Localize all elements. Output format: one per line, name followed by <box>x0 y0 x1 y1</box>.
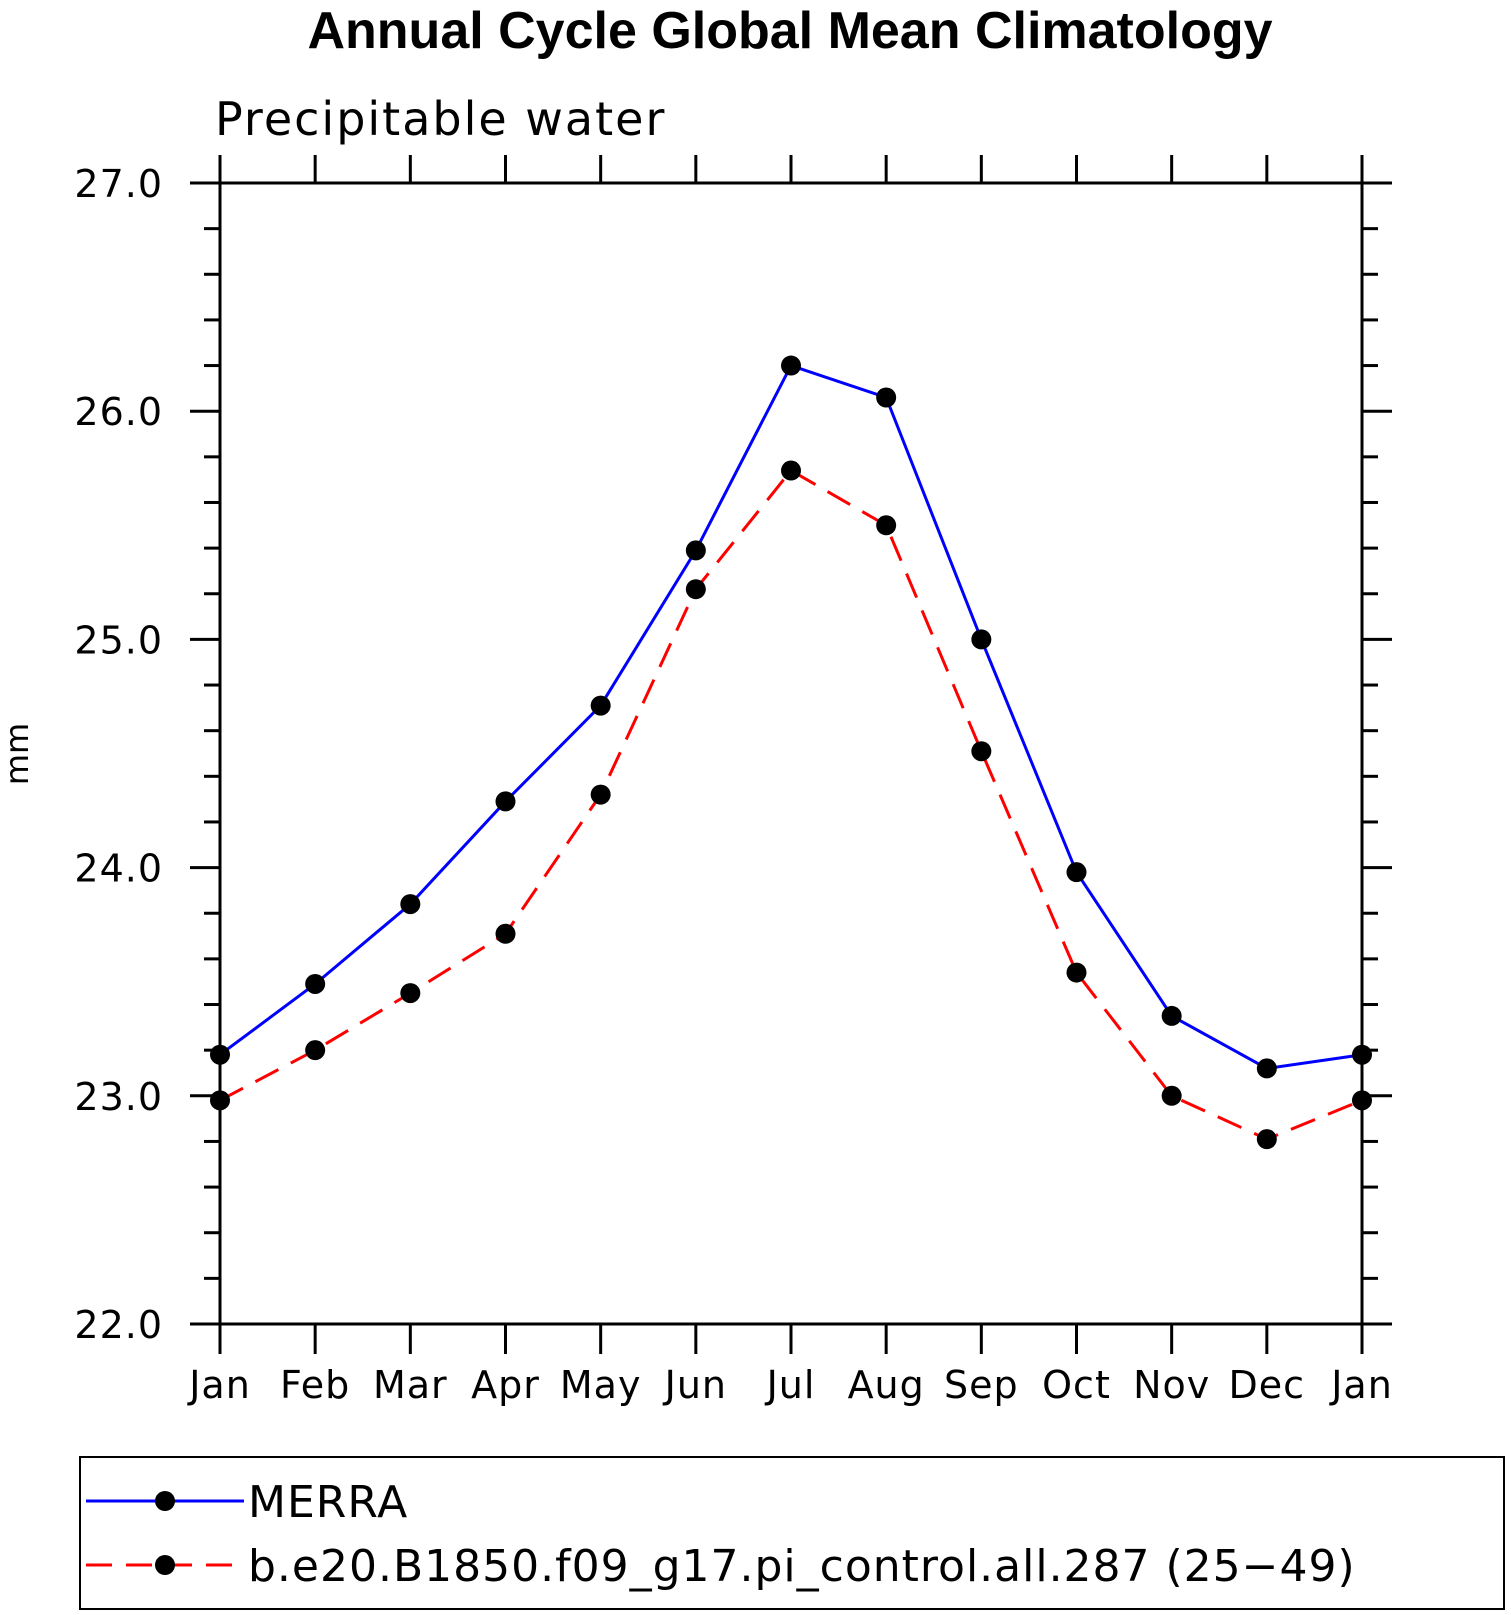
series-1-marker <box>400 894 421 915</box>
series-1-marker <box>685 540 706 561</box>
series-2-marker <box>876 515 897 536</box>
x-tick-label-nov: Nov <box>1133 1363 1210 1407</box>
series-1-marker <box>876 387 897 408</box>
y-tick-label: 22.0 <box>74 1303 163 1347</box>
x-tick-label-apr: Apr <box>471 1363 540 1407</box>
chart-subtitle: Precipitable water <box>215 92 666 146</box>
series-2-marker <box>1352 1090 1372 1111</box>
series-1-marker <box>971 629 992 650</box>
series-2-marker <box>971 741 992 762</box>
series-2-marker <box>1256 1129 1277 1150</box>
x-tick-label-aug: Aug <box>848 1363 925 1407</box>
series-1-marker <box>590 695 611 716</box>
legend-label-2: b.e20.B1850.f09_g17.pi_control.all.287 (… <box>248 1541 1356 1592</box>
legend-label-1: MERRA <box>248 1477 408 1528</box>
y-axis-label: mm <box>0 723 36 785</box>
x-tick-label-jan: Jan <box>187 1363 251 1407</box>
x-tick-label-jan: Jan <box>1329 1363 1393 1407</box>
series-2-marker <box>590 784 611 805</box>
legend-marker-2 <box>155 1555 175 1575</box>
chart-title: Annual Cycle Global Mean Climatology <box>307 2 1272 60</box>
series-1-marker <box>210 1044 230 1065</box>
series-1-marker <box>495 791 516 812</box>
x-tick-label-mar: Mar <box>373 1363 448 1407</box>
x-tick-label-feb: Feb <box>280 1363 350 1407</box>
x-tick-label-oct: Oct <box>1042 1363 1111 1407</box>
x-tick-label-dec: Dec <box>1229 1363 1306 1407</box>
series-2-marker <box>210 1090 230 1111</box>
x-tick-label-sep: Sep <box>944 1363 1019 1407</box>
series-2-marker <box>1161 1085 1182 1106</box>
series-2-marker <box>1066 962 1087 983</box>
x-tick-label-jul: Jul <box>765 1363 816 1407</box>
y-tick-label: 25.0 <box>74 618 163 662</box>
series-2-marker <box>400 983 421 1004</box>
series-2-marker <box>685 579 706 600</box>
legend: MERRA b.e20.B1850.f09_g17.pi_control.all.… <box>86 1477 1356 1592</box>
series-2-marker <box>305 1040 326 1061</box>
series-1-marker <box>1066 862 1087 883</box>
series-1-marker <box>781 355 801 376</box>
legend-box <box>79 1456 1505 1610</box>
x-tick-label-may: May <box>560 1363 642 1407</box>
series-1-marker <box>1161 1005 1182 1026</box>
series-1-marker <box>1352 1044 1372 1065</box>
series-2-marker <box>495 923 516 944</box>
x-tick-label-jun: Jun <box>663 1363 727 1407</box>
y-tick-label: 26.0 <box>74 390 163 434</box>
series-1-marker <box>305 973 326 994</box>
axes-ticks-layer: Jan Feb Mar Apr May Jun Jul Aug Sep Oct Nov Dec Jan 2… <box>74 155 1392 1407</box>
legend-marker-1 <box>155 1491 175 1511</box>
y-tick-label: 27.0 <box>74 162 163 206</box>
plot-area-frame <box>218 181 1364 1326</box>
series-layer <box>210 355 1372 1150</box>
series-1-marker <box>1256 1058 1277 1079</box>
series-line-2 <box>219 468 1363 1141</box>
y-tick-label: 23.0 <box>74 1075 163 1119</box>
series-2-marker <box>781 460 801 481</box>
y-tick-label: 24.0 <box>74 847 163 891</box>
